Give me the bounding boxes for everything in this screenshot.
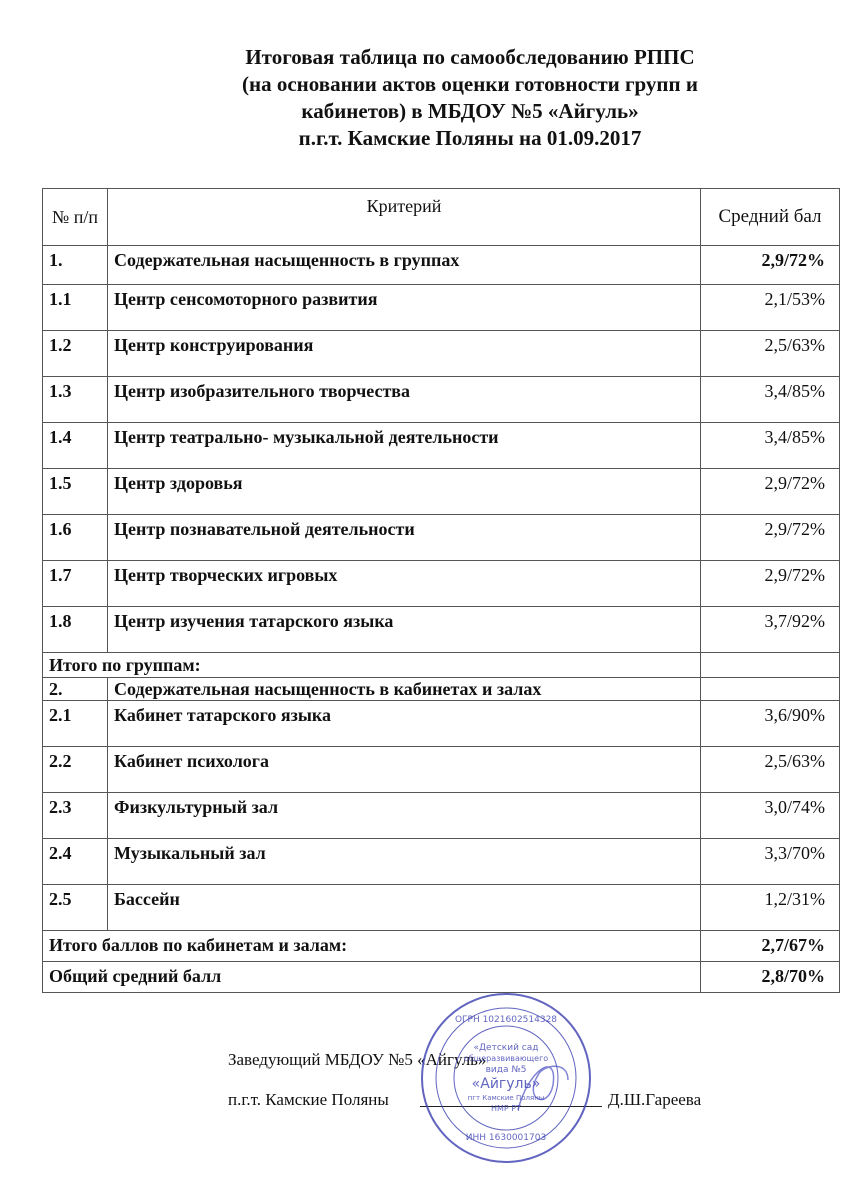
row-score: 2,5/63%: [700, 746, 840, 793]
row-number: 2.1: [42, 700, 108, 747]
row-number: 1.8: [42, 606, 108, 653]
row-score: 2,9/72%: [700, 245, 840, 285]
row-score: 2,7/67%: [700, 930, 840, 962]
table-row: 1.2 Центр конструирования 2,5/63%: [42, 330, 840, 377]
row-number: 1.3: [42, 376, 108, 423]
row-criterion: Кабинет психолога: [107, 746, 701, 793]
header-num: № п/п: [42, 188, 108, 246]
header-score: Средний бал: [700, 188, 840, 246]
row-criterion: Физкультурный зал: [107, 792, 701, 839]
row-score: [700, 652, 840, 678]
row-number: 1.1: [42, 284, 108, 331]
signature-scribble: [517, 1065, 569, 1111]
row-number: 1.2: [42, 330, 108, 377]
table-row: 1.1 Центр сенсомоторного развития 2,1/53%: [42, 284, 840, 331]
table-row: Итого баллов по кабинетам и залам: 2,7/67…: [42, 930, 840, 962]
row-number: 1.7: [42, 560, 108, 607]
row-score: 3,4/85%: [700, 422, 840, 469]
row-criterion: Содержательная насыщенность в группах: [107, 245, 701, 285]
row-number: 2.: [42, 677, 108, 701]
row-criterion: Центр изучения татарского языка: [107, 606, 701, 653]
table-row: 1.5 Центр здоровья 2,9/72%: [42, 468, 840, 515]
official-stamp: «Детский сад общеразвивающего вида №5 «А…: [421, 993, 591, 1163]
row-criterion: Центр сенсомоторного развития: [107, 284, 701, 331]
table-row: 1.7 Центр творческих игровых 2,9/72%: [42, 560, 840, 607]
svg-text:«Айгуль»: «Айгуль»: [472, 1076, 541, 1092]
table-row: 2. Содержательная насыщенность в кабинета…: [42, 677, 840, 701]
row-number: 2.5: [42, 884, 108, 931]
table-row: 2.5 Бассейн 1,2/31%: [42, 884, 840, 931]
row-criterion: Музыкальный зал: [107, 838, 701, 885]
signature-position: Заведующий МБДОУ №5 «Айгуль»: [228, 1050, 487, 1069]
row-number: 2.3: [42, 792, 108, 839]
svg-text:общеразвивающего: общеразвивающего: [464, 1054, 548, 1063]
row-criterion: Центр познавательной деятельности: [107, 514, 701, 561]
row-score: 2,8/70%: [700, 961, 840, 993]
table-row: 1.8 Центр изучения татарского языка 3,7/92…: [42, 606, 840, 653]
row-score: 2,1/53%: [700, 284, 840, 331]
row-score: 1,2/31%: [700, 884, 840, 931]
row-number: 1.5: [42, 468, 108, 515]
table-row: 1.3 Центр изобразительного творчества 3,4/…: [42, 376, 840, 423]
svg-text:«Детский сад: «Детский сад: [474, 1043, 539, 1053]
title-line: (на основании актов оценки готовности гр…: [242, 72, 698, 96]
svg-text:вида №5: вида №5: [486, 1065, 527, 1075]
table-row: 2.3 Физкультурный зал 3,0/74%: [42, 792, 840, 839]
table-row: 1. Содержательная насыщенность в группах 2…: [42, 245, 840, 285]
header-criterion: Критерий: [107, 188, 701, 246]
row-score: 3,4/85%: [700, 376, 840, 423]
row-criterion: Центр творческих игровых: [107, 560, 701, 607]
table-row: 2.1 Кабинет татарского языка 3,6/90%: [42, 700, 840, 747]
row-criterion: Центр конструирования: [107, 330, 701, 377]
title-line: Итоговая таблица по самообследованию РПП…: [245, 45, 695, 69]
svg-text:НМР РТ: НМР РТ: [491, 1104, 521, 1113]
row-number: 1.: [42, 245, 108, 285]
table-row: Общий средний балл 2,8/70%: [42, 961, 840, 993]
table-row: 1.6 Центр познавательной деятельности 2,9/…: [42, 514, 840, 561]
row-criterion: Содержательная насыщенность в кабинетах …: [107, 677, 701, 701]
row-label: Итого по группам:: [42, 652, 701, 678]
title-line: кабинетов) в МБДОУ №5 «Айгуль»: [301, 99, 639, 123]
signature-line: [420, 1106, 602, 1107]
row-criterion: Центр здоровья: [107, 468, 701, 515]
row-label: Итого баллов по кабинетам и залам:: [42, 930, 701, 962]
row-number: 1.4: [42, 422, 108, 469]
row-criterion: Бассейн: [107, 884, 701, 931]
score-table: № п/п Критерий Средний бал 1. Содержатель…: [42, 188, 840, 993]
table-header: № п/п Критерий Средний бал: [42, 188, 840, 246]
document-title: Итоговая таблица по самообследованию РПП…: [150, 44, 790, 152]
row-number: 2.4: [42, 838, 108, 885]
svg-text:ИНН 1630001703: ИНН 1630001703: [466, 1133, 546, 1143]
signature-location: п.г.т. Камские Поляны: [228, 1090, 389, 1109]
row-score: 3,3/70%: [700, 838, 840, 885]
row-score: 2,9/72%: [700, 468, 840, 515]
row-criterion: Центр театрально- музыкальной деятельнос…: [107, 422, 701, 469]
row-label: Общий средний балл: [42, 961, 701, 993]
table-row: Итого по группам:: [42, 652, 840, 678]
row-number: 1.6: [42, 514, 108, 561]
signature-name: Д.Ш.Гареева: [608, 1090, 702, 1109]
row-score: 3,6/90%: [700, 700, 840, 747]
svg-text:пгт Камские Поляны: пгт Камские Поляны: [468, 1094, 545, 1102]
row-criterion: Кабинет татарского языка: [107, 700, 701, 747]
svg-text:ОГРН 1021602514328: ОГРН 1021602514328: [455, 1015, 557, 1025]
row-score: 3,0/74%: [700, 792, 840, 839]
table-row: 2.2 Кабинет психолога 2,5/63%: [42, 746, 840, 793]
row-score: 2,5/63%: [700, 330, 840, 377]
row-score: 2,9/72%: [700, 560, 840, 607]
row-criterion: Центр изобразительного творчества: [107, 376, 701, 423]
row-number: 2.2: [42, 746, 108, 793]
table-row: 1.4 Центр театрально- музыкальной деятель…: [42, 422, 840, 469]
row-score: 3,7/92%: [700, 606, 840, 653]
row-score: 2,9/72%: [700, 514, 840, 561]
table-row: 2.4 Музыкальный зал 3,3/70%: [42, 838, 840, 885]
title-line: п.г.т. Камские Поляны на 01.09.2017: [298, 126, 642, 150]
row-score: [700, 677, 840, 701]
